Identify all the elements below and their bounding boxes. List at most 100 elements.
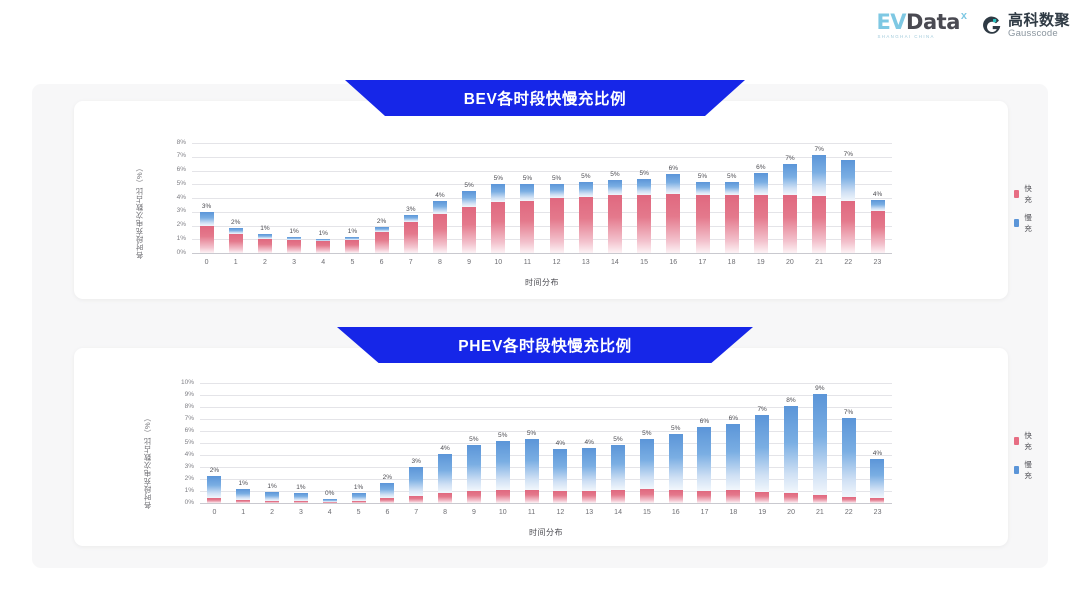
bar-segment-slow-charge[interactable] — [316, 239, 331, 242]
bar-segment-slow-charge[interactable] — [345, 237, 360, 240]
bar-slot[interactable]: 6% — [659, 143, 688, 253]
bar-slot[interactable]: 1% — [250, 143, 279, 253]
stacked-bar[interactable]: 2% — [228, 143, 243, 253]
bar-segment-fast-charge[interactable] — [611, 490, 625, 503]
bar-segment-fast-charge[interactable] — [755, 491, 770, 503]
bar-segment-slow-charge[interactable] — [287, 236, 302, 240]
stacked-bar[interactable]: 2% — [380, 383, 395, 503]
bar-segment-slow-charge[interactable] — [812, 154, 827, 196]
bar-segment-slow-charge[interactable] — [432, 200, 447, 214]
bar-segment-fast-charge[interactable] — [607, 194, 622, 253]
stacked-bar[interactable]: 1% — [236, 383, 251, 503]
bar-slot[interactable]: 4% — [863, 383, 892, 503]
bar-slot[interactable]: 5% — [459, 383, 488, 503]
bar-slot[interactable]: 4% — [863, 143, 892, 253]
bar-segment-slow-charge[interactable] — [783, 163, 798, 195]
bar-slot[interactable]: 6% — [746, 143, 775, 253]
stacked-bar[interactable]: 5% — [549, 143, 564, 253]
stacked-bar[interactable]: 8% — [783, 383, 798, 503]
bar-segment-fast-charge[interactable] — [316, 241, 331, 253]
bar-segment-slow-charge[interactable] — [841, 417, 856, 497]
stacked-bar[interactable]: 5% — [466, 383, 481, 503]
bar-segment-fast-charge[interactable] — [812, 495, 827, 503]
bar-segment-slow-charge[interactable] — [755, 415, 770, 492]
bar-segment-slow-charge[interactable] — [639, 439, 654, 490]
stacked-bar[interactable]: 1% — [287, 143, 302, 253]
bar-segment-slow-charge[interactable] — [462, 191, 477, 207]
bar-segment-fast-charge[interactable] — [322, 501, 337, 503]
stacked-bar[interactable]: 4% — [438, 383, 453, 503]
bar-slot[interactable]: 7% — [834, 383, 863, 503]
bar-slot[interactable]: 5% — [717, 143, 746, 253]
bar-segment-slow-charge[interactable] — [524, 438, 539, 491]
stacked-bar[interactable]: 5% — [578, 143, 593, 253]
bar-segment-fast-charge[interactable] — [841, 201, 856, 253]
bar-segment-slow-charge[interactable] — [697, 426, 712, 491]
bar-slot[interactable]: 4% — [546, 383, 575, 503]
bar-slot[interactable]: 5% — [632, 383, 661, 503]
stacked-bar[interactable]: 5% — [491, 143, 506, 253]
bar-segment-slow-charge[interactable] — [607, 180, 622, 195]
bar-slot[interactable]: 5% — [630, 143, 659, 253]
stacked-bar[interactable]: 4% — [582, 383, 597, 503]
bar-slot[interactable]: 2% — [367, 143, 396, 253]
bar-segment-fast-charge[interactable] — [870, 498, 885, 503]
bar-slot[interactable]: 3% — [402, 383, 431, 503]
bar-segment-fast-charge[interactable] — [207, 498, 222, 503]
bar-slot[interactable]: 5% — [661, 383, 690, 503]
bar-slot[interactable]: 6% — [690, 383, 719, 503]
bar-slot[interactable]: 1% — [229, 383, 258, 503]
stacked-bar[interactable]: 1% — [293, 383, 308, 503]
stacked-bar[interactable]: 6% — [697, 383, 712, 503]
bar-segment-fast-charge[interactable] — [228, 234, 243, 253]
stacked-bar[interactable]: 1% — [345, 143, 360, 253]
bar-segment-slow-charge[interactable] — [374, 226, 389, 232]
bar-segment-fast-charge[interactable] — [374, 231, 389, 253]
bar-slot[interactable]: 0% — [315, 383, 344, 503]
stacked-bar[interactable]: 6% — [726, 383, 741, 503]
stacked-bar[interactable]: 7% — [783, 143, 798, 253]
bar-segment-fast-charge[interactable] — [236, 500, 251, 503]
bar-segment-fast-charge[interactable] — [466, 491, 481, 503]
bar-segment-fast-charge[interactable] — [495, 490, 510, 503]
stacked-bar[interactable]: 5% — [462, 143, 477, 253]
bar-slot[interactable]: 6% — [719, 383, 748, 503]
bar-segment-fast-charge[interactable] — [409, 495, 424, 503]
bar-segment-fast-charge[interactable] — [520, 201, 535, 253]
bar-segment-fast-charge[interactable] — [549, 198, 564, 253]
bar-segment-slow-charge[interactable] — [611, 444, 625, 491]
bar-segment-slow-charge[interactable] — [637, 179, 652, 195]
bar-segment-slow-charge[interactable] — [438, 453, 453, 493]
bar-slot[interactable]: 7% — [748, 383, 777, 503]
bar-segment-slow-charge[interactable] — [783, 405, 798, 493]
bar-segment-fast-charge[interactable] — [462, 206, 477, 253]
bar-slot[interactable]: 4% — [425, 143, 454, 253]
bar-slot[interactable]: 9% — [805, 383, 834, 503]
bar-segment-fast-charge[interactable] — [637, 194, 652, 253]
bar-segment-slow-charge[interactable] — [841, 159, 856, 202]
bar-segment-slow-charge[interactable] — [753, 173, 768, 196]
bar-segment-fast-charge[interactable] — [257, 238, 272, 253]
bar-segment-slow-charge[interactable] — [666, 173, 681, 194]
stacked-bar[interactable]: 0% — [322, 383, 337, 503]
bar-slot[interactable]: 5% — [542, 143, 571, 253]
bar-segment-slow-charge[interactable] — [293, 493, 308, 502]
stacked-bar[interactable]: 2% — [207, 383, 222, 503]
bar-segment-slow-charge[interactable] — [695, 181, 710, 196]
bar-slot[interactable]: 7% — [805, 143, 834, 253]
bar-segment-fast-charge[interactable] — [293, 501, 308, 503]
bar-segment-fast-charge[interactable] — [695, 195, 710, 253]
bar-segment-slow-charge[interactable] — [724, 181, 739, 196]
bar-slot[interactable]: 1% — [344, 383, 373, 503]
bar-segment-slow-charge[interactable] — [668, 434, 683, 491]
bar-segment-slow-charge[interactable] — [236, 488, 251, 500]
bar-slot[interactable]: 5% — [455, 143, 484, 253]
stacked-bar[interactable]: 4% — [432, 143, 447, 253]
bar-slot[interactable]: 4% — [431, 383, 460, 503]
stacked-bar[interactable]: 4% — [870, 143, 885, 253]
stacked-bar[interactable]: 5% — [637, 143, 652, 253]
stacked-bar[interactable]: 2% — [374, 143, 389, 253]
bar-slot[interactable]: 5% — [517, 383, 546, 503]
bar-segment-fast-charge[interactable] — [432, 213, 447, 253]
bar-segment-slow-charge[interactable] — [726, 424, 741, 491]
